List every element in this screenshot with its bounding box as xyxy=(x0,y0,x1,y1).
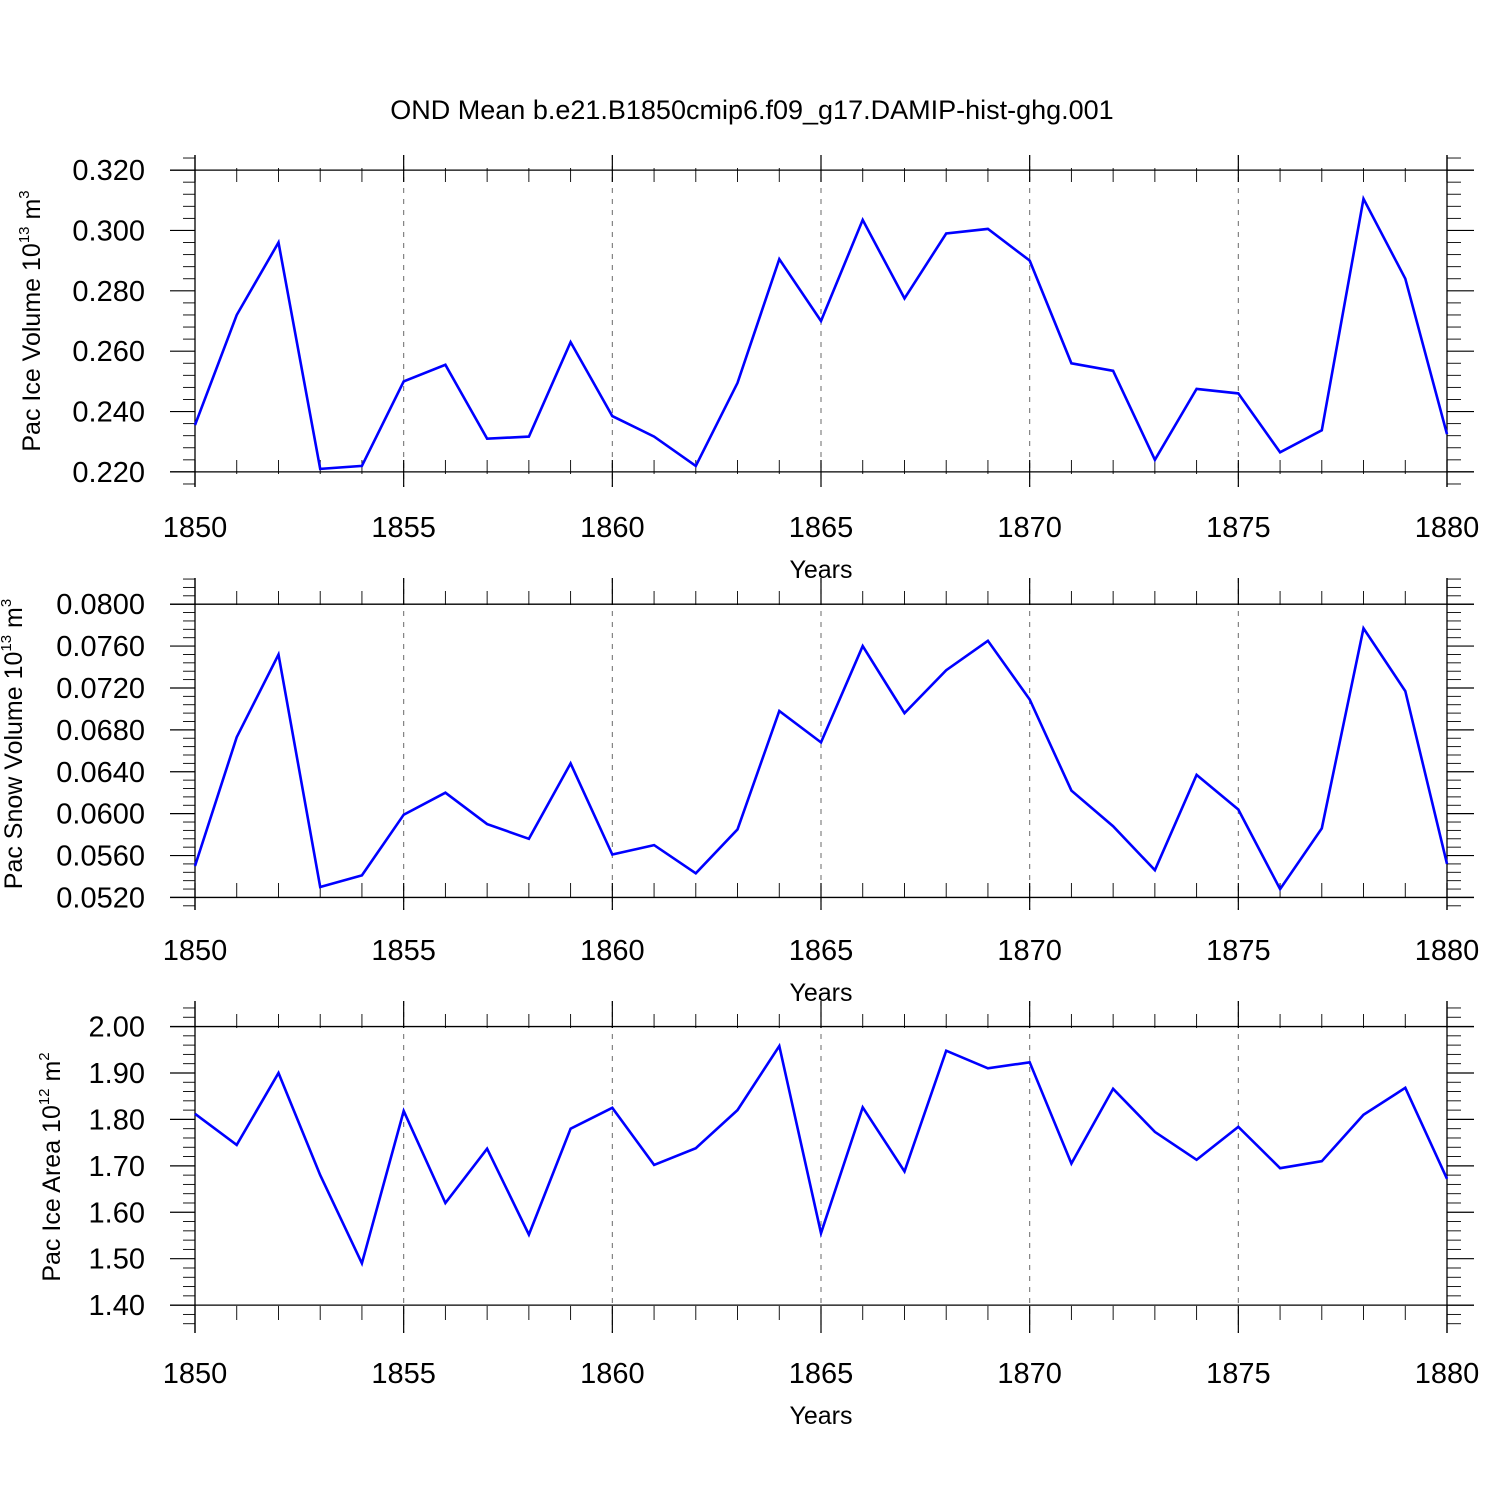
x-tick-label: 1880 xyxy=(1415,512,1480,544)
y-tick-label: 2.00 xyxy=(89,1012,145,1044)
y-tick-label: 1.40 xyxy=(89,1290,145,1322)
series-line xyxy=(194,1042,1449,1268)
x-tick-label: 1880 xyxy=(1415,935,1480,967)
x-tick-label: 1875 xyxy=(1206,935,1271,967)
y-axis-label: Pac Snow Volume 1013 m3 xyxy=(0,599,28,889)
y-tick-label: 0.0600 xyxy=(56,799,145,831)
y-tick-label: 1.50 xyxy=(89,1244,145,1276)
panel-1: 0.220 0.240 0.260 0.280 0.300 0.320 1850 1855 18… xyxy=(16,155,1479,584)
y-axis-label: Pac Ice Volume 1013 m3 xyxy=(16,190,46,451)
y-tick-label: 1.80 xyxy=(89,1104,145,1136)
x-tick-label: 1850 xyxy=(163,935,228,967)
y-tick-label: 0.0640 xyxy=(56,757,145,789)
x-tick-label: 1855 xyxy=(371,512,436,544)
x-tick-label: 1860 xyxy=(580,512,645,544)
y-tick-label: 0.260 xyxy=(72,336,145,368)
y-tick-label: 0.0560 xyxy=(56,841,145,873)
y-tick-label: 0.240 xyxy=(72,397,145,429)
x-tick-label: 1870 xyxy=(997,1358,1062,1390)
x-tick-label: 1865 xyxy=(789,935,854,967)
y-tick-label: 0.0680 xyxy=(56,715,145,747)
series-line xyxy=(193,194,1449,471)
y-tick-label: 0.300 xyxy=(72,215,145,247)
y-tick-label: 0.0760 xyxy=(56,631,145,663)
x-tick-label: 1850 xyxy=(163,1358,228,1390)
y-tick-label: 0.280 xyxy=(72,276,145,308)
x-tick-label: 1855 xyxy=(371,1358,436,1390)
y-tick-label: 1.70 xyxy=(89,1151,145,1183)
x-tick-label: 1880 xyxy=(1415,1358,1480,1390)
x-tick-label: 1875 xyxy=(1206,1358,1271,1390)
x-tick-label: 1870 xyxy=(997,935,1062,967)
y-tick-label: 1.90 xyxy=(89,1058,145,1090)
x-tick-label: 1850 xyxy=(163,512,228,544)
y-tick-label: 0.0720 xyxy=(56,673,145,705)
x-tick-label: 1860 xyxy=(580,1358,645,1390)
x-tick-label: 1855 xyxy=(371,935,436,967)
x-tick-label: 1870 xyxy=(997,512,1062,544)
y-tick-label: 0.0800 xyxy=(56,589,145,621)
panel-2: 0.0520 0.0560 0.0600 0.0640 0.0680 0.0720 0.07… xyxy=(0,578,1479,1007)
y-tick-label: 1.60 xyxy=(89,1197,145,1229)
y-tick-label: 0.320 xyxy=(72,155,145,187)
series-line xyxy=(193,624,1449,892)
x-axis-label: Years xyxy=(789,1402,852,1430)
y-axis-label: Pac Ice Area 1012 m2 xyxy=(36,1052,66,1281)
figure-title: OND Mean b.e21.B1850cmip6.f09_g17.DAMIP-… xyxy=(390,95,1113,125)
x-tick-label: 1865 xyxy=(789,1358,854,1390)
x-tick-label: 1865 xyxy=(789,512,854,544)
x-tick-label: 1875 xyxy=(1206,512,1271,544)
x-tick-label: 1860 xyxy=(580,935,645,967)
y-tick-label: 0.220 xyxy=(72,457,145,489)
y-tick-label: 0.0520 xyxy=(56,882,145,914)
panel-3: 1.40 1.50 1.60 1.70 1.80 1.90 2.00 1850 1855 1860… xyxy=(36,1001,1479,1430)
